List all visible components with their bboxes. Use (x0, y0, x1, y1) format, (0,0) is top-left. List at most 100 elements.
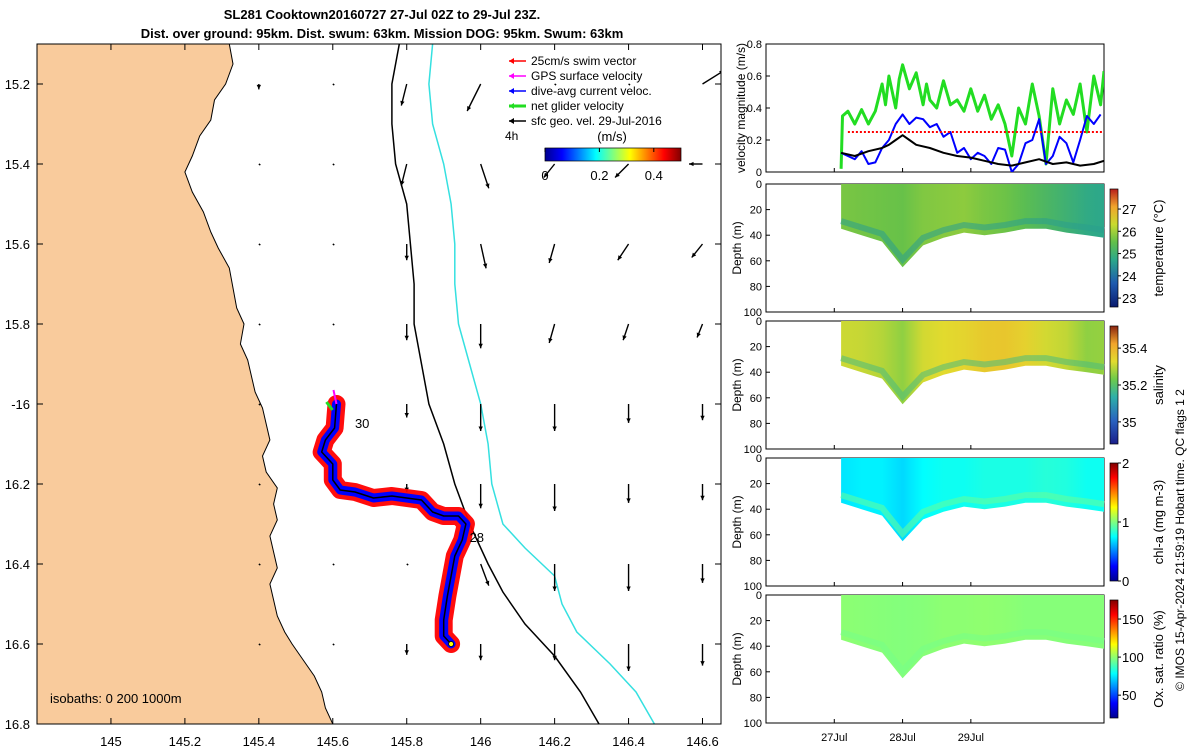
current-vector-head (478, 426, 483, 431)
section-colorbar-tick-label: 35 (1122, 415, 1136, 430)
legend-label: 25cm/s swim vector (531, 54, 636, 68)
section-colorbar-tick-label: 27 (1122, 202, 1136, 217)
section-colorbar-tick-label: 100 (1122, 650, 1144, 665)
current-vector (332, 163, 335, 166)
current-vector (626, 644, 631, 671)
velocity-series (839, 63, 1104, 169)
section-ylabel: Depth (m) (730, 221, 744, 274)
land-coast (37, 44, 334, 724)
section-y-tick-label: 100 (744, 444, 762, 456)
current-vector-head (404, 255, 409, 261)
current-vector (332, 323, 335, 326)
current-vector-dot (258, 163, 261, 166)
colorbar-tick-label: 0.4 (645, 168, 663, 183)
legend-item: dive-avg current veloc. (509, 84, 652, 98)
current-vector (404, 404, 409, 418)
current-vector-dot (332, 563, 335, 566)
section-ylabel: Depth (m) (730, 632, 744, 685)
day-label: 30 (355, 416, 369, 431)
section-colorbar-label: temperature (°C) (1151, 200, 1166, 297)
current-vector-dot (332, 83, 335, 86)
velocity-y-tick-label: 0.4 (747, 103, 762, 115)
section-y-tick-label: 40 (750, 641, 762, 653)
current-vector-head (696, 332, 701, 338)
current-vector-head (256, 84, 262, 90)
current-vector-head (543, 172, 549, 178)
current-vector (332, 563, 335, 566)
isobath-label: isobaths: 0 200 1000m (50, 691, 182, 706)
current-vector-head (617, 255, 623, 261)
velocity-lines (839, 63, 1104, 172)
velocity-y-tick-label: 0.6 (747, 71, 762, 83)
current-vector (466, 83, 482, 112)
current-vector (404, 244, 409, 261)
current-vector-head (552, 506, 557, 511)
current-vector (700, 404, 705, 421)
current-vector-dot (332, 323, 335, 326)
current-vector (258, 483, 261, 486)
legend-item: 25cm/s swim vector (509, 54, 636, 68)
map-x-tick-label: 145 (100, 734, 122, 749)
section-colorbar-tick-label: 25 (1122, 247, 1136, 262)
section-colorbar-label: chl-a (mg m-3) (1151, 480, 1166, 565)
section-colorbar-tick-label: 35.4 (1122, 341, 1147, 356)
current-vector (258, 323, 261, 326)
section-y-tick-label: 0 (756, 590, 762, 602)
section-colorbar-label: Ox. sat. ratio (%) (1151, 610, 1166, 708)
legend-label: sfc geo. vel. 29-Jul-2016 (531, 114, 662, 128)
current-vector-dot (258, 323, 261, 326)
section-y-tick-label: 60 (750, 256, 762, 268)
current-vector-head (626, 666, 631, 671)
current-vector (548, 243, 556, 264)
map-x-tick-label: 145.2 (169, 734, 202, 749)
track-line (320, 403, 467, 645)
section-colorbar-tick-label: 23 (1122, 291, 1136, 306)
map-x-tick-label: 145.4 (243, 734, 276, 749)
current-vector-head (485, 580, 490, 586)
current-vector-dot (332, 643, 335, 646)
current-vector-head (482, 263, 488, 269)
section-colorbar (1109, 462, 1119, 582)
velocity-series (840, 134, 1104, 167)
current-vector-head (691, 252, 697, 258)
map-frame (36, 43, 722, 725)
section-colorbar-tick-label: 2 (1122, 456, 1129, 471)
legend-arrowhead (509, 73, 514, 79)
section-y-tick-label: 60 (750, 393, 762, 405)
day-label: 28 (470, 530, 484, 545)
legend-item: GPS surface velocity (509, 69, 642, 83)
current-vector (480, 563, 490, 586)
section-oxygen: 0 20 40 60 80 100 Depth (m) 50 100 150 Ox. sat. ra… (730, 590, 1166, 730)
current-vector (617, 243, 630, 261)
current-vector-head (478, 343, 483, 349)
current-vector (404, 324, 409, 341)
current-vector-shaft (466, 83, 482, 112)
velocity-y-tick-label: 0 (756, 167, 762, 179)
current-vector (552, 404, 557, 431)
current-vector (400, 163, 408, 186)
legend-item: net glider velocity (509, 99, 624, 113)
section-y-tick-label: 20 (750, 205, 762, 217)
section-y-tick-label: 0 (756, 316, 762, 328)
current-vector (332, 243, 335, 246)
section-chl-a: 0 20 40 60 80 100 Depth (m) 0 1 2 chl-a (mg m-3) (730, 453, 1166, 593)
current-vector-head (548, 337, 553, 343)
map-y-tick-label: 16.4 (5, 557, 30, 572)
section-colorbar-tick-label: 24 (1122, 269, 1136, 284)
map-x-tick-label: 146 (470, 734, 492, 749)
current-vector-head (552, 586, 557, 591)
current-vector-head (689, 161, 694, 167)
legend-label: net glider velocity (531, 99, 624, 113)
legend-label: dive-avg current veloc. (531, 84, 652, 98)
section-y-tick-label: 80 (750, 281, 762, 293)
velocity-ylabel: velocity magnitude (m/s) (734, 43, 748, 173)
section-y-tick-label: 40 (750, 230, 762, 242)
current-vector (626, 564, 631, 591)
section-y-tick-label: 100 (744, 581, 762, 593)
section-colorbar-tick-label: 0 (1122, 574, 1129, 589)
current-vector-head (626, 586, 631, 591)
map-x-tick-label: 146.2 (538, 734, 571, 749)
isobath-200m (391, 44, 600, 724)
